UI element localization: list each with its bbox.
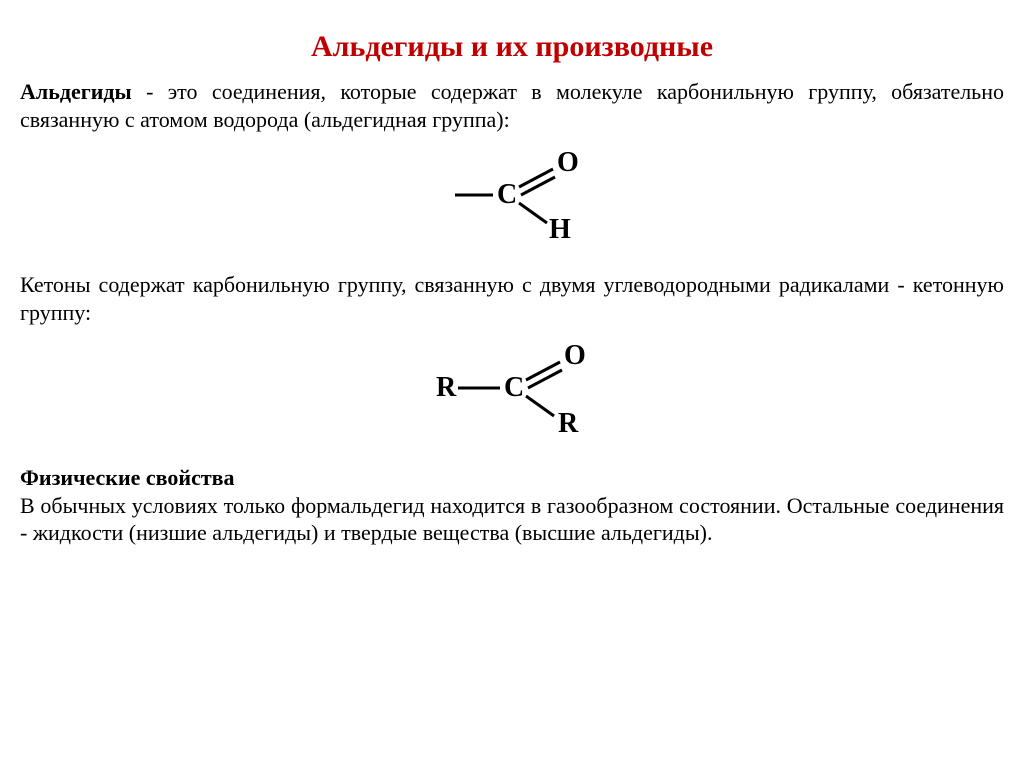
atom-r1: R [436, 372, 457, 403]
atom-c: C [497, 179, 517, 210]
bond-ch [519, 203, 547, 223]
def-aldehydes-text: - это соединения, которые содержат в мол… [20, 79, 1004, 132]
paragraph-aldehyde-def: Альдегиды - это соединения, которые соде… [20, 78, 1004, 133]
bond-co-2 [528, 370, 562, 388]
atom-o: O [557, 147, 579, 178]
phys-heading: Физические свойства [20, 465, 235, 490]
term-aldehydes: Альдегиды [20, 79, 132, 104]
paragraph-ketone-def: Кетоны содержат карбонильную группу, свя… [20, 271, 1004, 326]
physical-properties-block: Физические свойства В обычных условиях т… [20, 464, 1004, 547]
atom-c: C [504, 372, 524, 403]
atom-o: O [564, 340, 586, 371]
aldehyde-group-diagram: C O H [437, 143, 587, 243]
phys-text: В обычных условиях только формальдегид н… [20, 493, 1004, 546]
ketone-group-diagram: R C O R [422, 336, 602, 436]
page-title: Альдегиды и их производные [20, 30, 1004, 64]
atom-r2: R [558, 408, 579, 436]
atom-h: H [549, 214, 571, 243]
bond-co-1 [519, 169, 553, 187]
bond-co-1 [526, 362, 560, 380]
bond-cr2 [526, 396, 554, 416]
bond-co-2 [521, 177, 555, 195]
